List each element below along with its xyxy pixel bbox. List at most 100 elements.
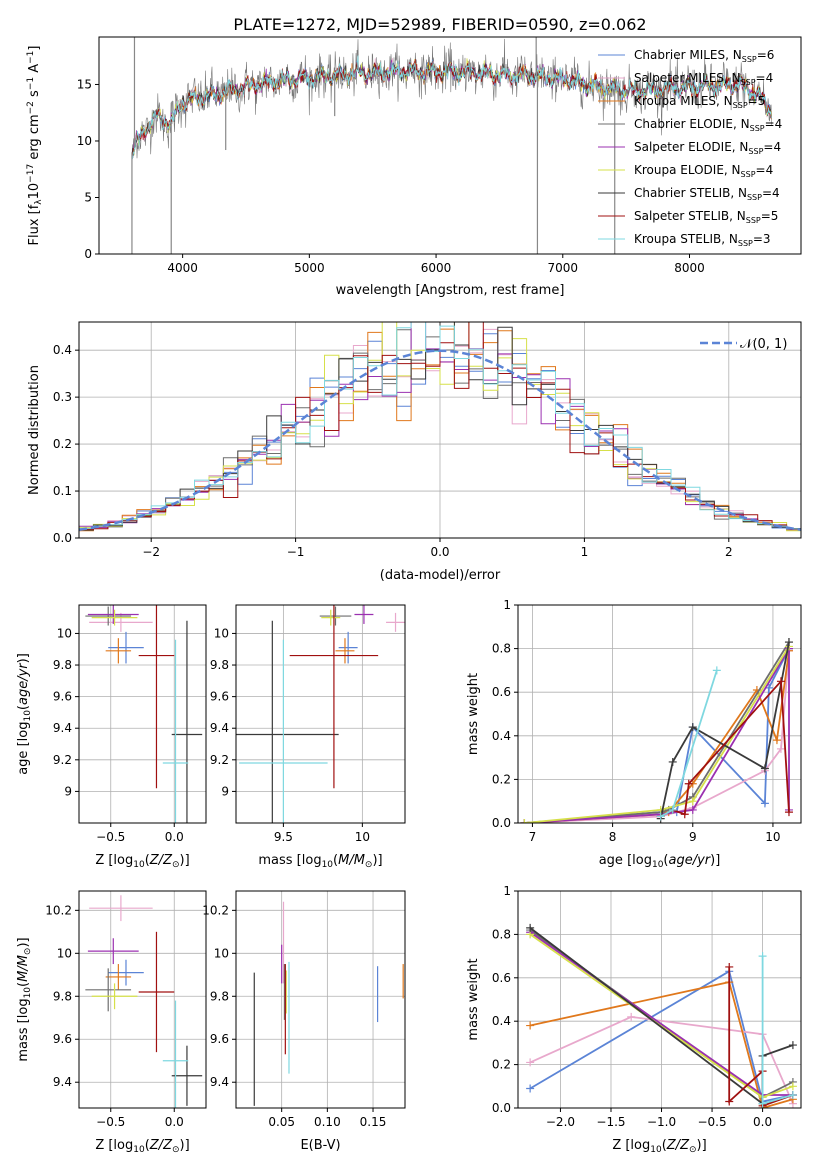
histograms xyxy=(79,322,801,538)
x-axis-label: Z [log10(Z/Z⊙)] xyxy=(95,853,189,870)
weight-marker xyxy=(684,779,693,788)
weight-line-kroupa_stelib xyxy=(761,956,794,1105)
y-tick-label: 0.0 xyxy=(492,816,511,830)
error-bars xyxy=(85,605,203,823)
y-tick-label: 0.2 xyxy=(492,772,511,786)
legend-entry: Salpeter MILES, NSSP=4 xyxy=(634,71,773,87)
legend-entry: Kroupa STELIB, NSSP=3 xyxy=(634,232,771,248)
y-tick-label: 9.6 xyxy=(210,1032,229,1046)
y-tick-label: 9.6 xyxy=(53,1032,72,1046)
y-tick-label: 0 xyxy=(84,247,92,261)
mass-vs-metallicity-panel: −0.5 0.0 9.4 9.6 9.8 10 10.2 Z [log10(Z/Z⊙)] mas… xyxy=(16,890,207,1155)
y-tick-label: 5 xyxy=(84,190,92,204)
weight-marker xyxy=(656,812,665,821)
x-tick-label: −0.5 xyxy=(96,1115,125,1129)
x-axis-label: E(B-V) xyxy=(300,1138,340,1153)
x-tick-label: −2.0 xyxy=(546,1115,575,1129)
y-tick-label: 0.2 xyxy=(53,437,72,451)
y-tick-label: 10 xyxy=(77,134,92,148)
x-tick-label: 2 xyxy=(725,545,733,559)
error-bars xyxy=(253,901,404,1106)
axes-frame xyxy=(235,890,406,1109)
y-tick-label: 9 xyxy=(221,784,229,798)
axes-frame xyxy=(517,890,802,1109)
age-vs-mass-panel: 9.5 10 9 9.2 9.4 9.6 9.8 10 mass [log10(M/M⊙)] xyxy=(210,604,406,870)
x-axis-label: Z [log10(Z/Z⊙)] xyxy=(612,1138,706,1155)
y-axis-label: mass weight xyxy=(466,673,481,755)
axes-frame xyxy=(78,604,207,824)
x-tick-label: 9 xyxy=(689,830,697,844)
legend-entry: Salpeter ELODIE, NSSP=4 xyxy=(634,140,781,156)
y-tick-label: 0.1 xyxy=(53,484,72,498)
x-tick-label: 10 xyxy=(765,830,780,844)
axes-frame xyxy=(78,890,207,1109)
age-vs-metallicity-panel: −0.5 0.0 9 9.2 9.4 9.6 9.8 10 Z [log10(Z/Z⊙)] age… xyxy=(16,604,207,870)
weight-vs-metallicity-panel: −2.0 −1.5 −1.0 −0.5 0.0 0.0 0.2 0.4 0.6 0.8 1 mass … xyxy=(466,884,802,1155)
weight-marker xyxy=(627,1012,636,1021)
weight-marker xyxy=(758,1099,767,1108)
x-tick-label: −1 xyxy=(287,545,305,559)
legend-entry: 𝒩(0, 1) xyxy=(740,337,787,352)
weight-marker xyxy=(688,797,697,806)
y-tick-label: 9.8 xyxy=(210,989,229,1003)
weight-line-chabrier_elodie xyxy=(524,641,790,823)
weight-marker xyxy=(760,764,769,773)
residual-histogram-panel: −2 −1 0.0 1 2 0.0 0.1 0.2 0.3 0.4 (data-model)/err… xyxy=(27,321,802,583)
x-tick-label: 7 xyxy=(529,830,537,844)
legend-entry: Chabrier STELIB, NSSP=4 xyxy=(634,186,780,202)
weight-marker xyxy=(526,923,535,932)
legend-entry: Kroupa ELODIE, NSSP=4 xyxy=(634,163,773,179)
x-tick-label: 0.0 xyxy=(430,545,449,559)
y-tick-label: 10.2 xyxy=(202,903,229,917)
y-tick-label: 0.4 xyxy=(492,729,511,743)
y-tick-label: 9.4 xyxy=(210,721,229,735)
y-tick-label: 0.4 xyxy=(492,1014,511,1028)
x-tick-label: −1.5 xyxy=(596,1115,625,1129)
y-tick-label: 0.0 xyxy=(492,1101,511,1115)
weight-marker xyxy=(758,952,767,961)
weight-marker xyxy=(526,1084,535,1093)
x-tick-label: 5000 xyxy=(294,261,325,275)
weight-marker xyxy=(788,1041,797,1050)
y-tick-label: 9.6 xyxy=(53,690,72,704)
weight-marker xyxy=(526,1021,535,1030)
x-tick-label: 0.10 xyxy=(314,1115,341,1129)
x-tick-label: 8000 xyxy=(674,261,705,275)
x-axis-label: wavelength [Angstrom, rest frame] xyxy=(336,283,565,298)
weight-marker xyxy=(668,805,677,814)
error-bars xyxy=(236,605,405,823)
axes-frame xyxy=(235,604,406,824)
y-tick-label: 0.6 xyxy=(492,971,511,985)
y-axis-label: age [log10(age/yr)] xyxy=(16,653,33,775)
weight-vs-age-panel: 7 8 9 10 0.0 0.2 0.4 0.6 0.8 1 mass weight age [log… xyxy=(466,598,802,870)
weight-marker xyxy=(776,677,785,686)
y-tick-label: 0.8 xyxy=(492,642,511,656)
x-tick-label: 7000 xyxy=(548,261,579,275)
y-tick-label: 1 xyxy=(503,598,511,612)
weight-line-chabrier_miles xyxy=(529,969,794,1103)
x-tick-label: 0.05 xyxy=(268,1115,295,1129)
y-axis-label: Normed distribution xyxy=(27,365,42,495)
y-tick-label: 10 xyxy=(57,626,72,640)
weight-marker xyxy=(688,805,697,814)
y-tick-label: 0.4 xyxy=(53,343,72,357)
x-tick-label: 9.5 xyxy=(274,830,293,844)
weight-lines xyxy=(520,638,793,823)
x-tick-label: 0.15 xyxy=(360,1115,387,1129)
y-axis-label: Flux [fλ10−17 erg cm−2 s−1 A−1] xyxy=(26,46,44,246)
weight-marker xyxy=(668,757,677,766)
weight-marker xyxy=(688,723,697,732)
x-axis-label: (data-model)/error xyxy=(380,568,501,583)
weight-marker xyxy=(526,1058,535,1067)
spectrum-panel: 4000 5000 6000 7000 8000 0 5 10 15 wavelength [An… xyxy=(26,36,802,298)
y-tick-label: 9.2 xyxy=(53,753,72,767)
weight-marker xyxy=(772,736,781,745)
weight-line-salpeter_miles xyxy=(524,650,790,823)
y-tick-label: 9.4 xyxy=(210,1075,229,1089)
weight-line-kroupa_elodie xyxy=(524,645,790,823)
x-tick-label: 4000 xyxy=(167,261,198,275)
y-tick-label: 9.8 xyxy=(53,989,72,1003)
y-tick-label: 9.6 xyxy=(210,690,229,704)
legend-entry: Chabrier ELODIE, NSSP=4 xyxy=(634,117,782,133)
